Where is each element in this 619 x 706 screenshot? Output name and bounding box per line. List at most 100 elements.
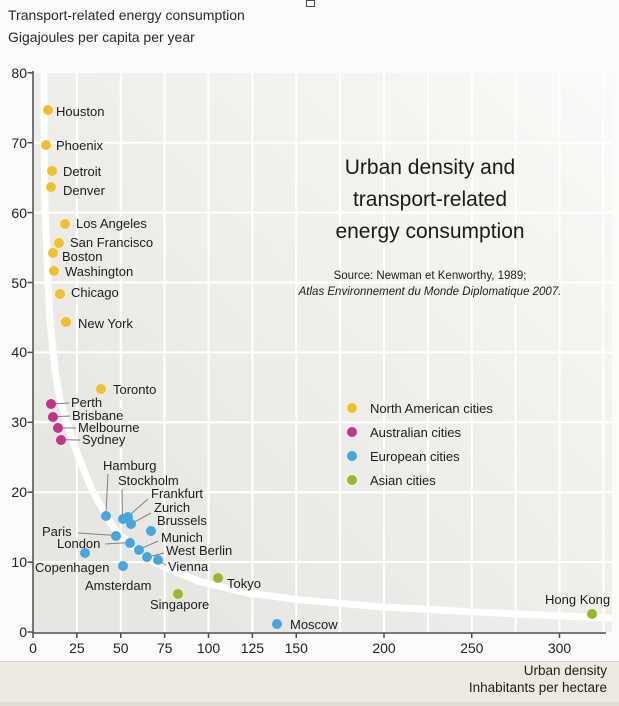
chart-title-line3: energy consumption (335, 220, 525, 243)
label-stockholm: Stockholm (118, 473, 179, 488)
label-amsterdam: Amsterdam (85, 578, 152, 593)
label-paris: Paris (42, 524, 72, 539)
leader-paris (77, 532, 117, 537)
x-axis-label-line2: Inhabitants per hectare (468, 679, 607, 695)
legend-item-north-american: North American cities (347, 396, 493, 420)
legend-dot-asian-icon (347, 475, 357, 485)
x-tick-label-0: 0 (29, 640, 37, 656)
label-new-york: New York (78, 316, 133, 331)
point-amsterdam (117, 561, 128, 572)
point-copenhagen (79, 548, 90, 558)
label-frankfurt: Frankfurt (151, 486, 204, 501)
y-tick-label-70: 70 (11, 134, 27, 151)
label-sydney: Sydney (82, 432, 126, 447)
x-tick-label-150: 150 (284, 640, 308, 656)
point-san-francisco (54, 238, 65, 249)
footer-band (0, 661, 619, 706)
caption-line1: Transport-related energy consumption (8, 7, 245, 23)
legend-dot-australian-icon (347, 427, 357, 437)
y-tick-label-20: 20 (11, 484, 27, 501)
legend-dot-european-icon (347, 451, 357, 461)
label-brisbane: Brisbane (72, 408, 124, 423)
point-vienna (152, 555, 163, 565)
point-zurich (126, 518, 137, 529)
y-tick-label-80: 80 (11, 64, 27, 81)
label-boston: Boston (62, 249, 103, 264)
label-hamburg: Hamburg (103, 458, 157, 473)
leader-stockholm (121, 488, 124, 520)
label-houston: Houston (56, 104, 105, 119)
point-washington (49, 266, 60, 277)
x-axis-label-line1: Urban density (523, 663, 607, 678)
y-tick-label-40: 40 (11, 344, 27, 361)
point-hong-kong (586, 608, 597, 619)
label-singapore: Singapore (150, 597, 210, 612)
point-melbourne (52, 422, 63, 433)
source-note: Source: Newman et Kenworthy, 1989; Atlas… (270, 268, 590, 300)
point-frankfurt (122, 511, 133, 522)
leader-hamburg (105, 473, 109, 516)
point-paris (111, 530, 122, 541)
source-line1: Source: Newman et Kenworthy, 1989; (333, 270, 527, 282)
legend-label-north-american: North American cities (370, 400, 493, 416)
label-hong-kong: Hong Kong (545, 592, 611, 607)
legend: North American cities Australian cities … (347, 396, 493, 492)
label-munich: Munich (161, 530, 203, 545)
label-los-angeles: Los Angeles (76, 216, 147, 231)
x-tick-label-200: 200 (372, 640, 396, 656)
chart-title: Urban density and transport-related ener… (305, 152, 555, 248)
source-line2: Atlas Environnement du Monde Diplomatiqu… (298, 286, 562, 298)
label-copenhagen: Copenhagen (35, 560, 110, 575)
x-tick-label-250: 250 (460, 640, 484, 656)
label-toronto: Toronto (113, 382, 157, 397)
y-tick-label-10: 10 (11, 554, 27, 571)
chart-title-line2: transport-related (352, 188, 508, 211)
point-brisbane (48, 411, 59, 422)
legend-label-asian: Asian cities (370, 472, 436, 488)
screen-artifact (306, 0, 315, 7)
y-tick-label-50: 50 (11, 274, 27, 291)
legend-item-australian: Australian cities (347, 420, 493, 444)
label-perth: Perth (71, 395, 103, 410)
label-phoenix: Phoenix (56, 138, 103, 153)
x-tick-label-75: 75 (156, 640, 173, 656)
point-sydney (56, 434, 67, 445)
point-singapore (172, 589, 183, 600)
axis-caption: Transport-related energy consumption Gig… (8, 4, 245, 48)
point-denver (45, 182, 56, 193)
label-detroit: Detroit (63, 164, 102, 179)
caption-line2: Gigajoules per capita per year (8, 29, 195, 45)
label-moscow: Moscow (290, 617, 338, 632)
point-tokyo (213, 573, 224, 584)
point-stockholm (117, 514, 128, 525)
x-tick-label-300: 300 (547, 640, 572, 656)
point-houston (42, 104, 53, 115)
point-munich (134, 544, 145, 555)
point-chicago (55, 288, 66, 299)
x-tick-label-50: 50 (112, 640, 129, 656)
label-melbourne: Melbourne (78, 420, 140, 435)
y-tick-label-30: 30 (11, 414, 27, 431)
point-detroit (47, 165, 58, 176)
point-moscow (271, 619, 282, 630)
point-hamburg (100, 510, 111, 521)
legend-item-european: European cities (347, 444, 493, 468)
point-london (125, 537, 136, 548)
x-tick-label-100: 100 (196, 640, 221, 656)
label-west-berlin: West Berlin (166, 543, 233, 558)
point-brussels (146, 526, 157, 537)
point-toronto (96, 383, 107, 394)
legend-dot-north-american-icon (347, 403, 357, 413)
y-tick-label-0: 0 (19, 624, 27, 640)
legend-item-asian: Asian cities (347, 468, 493, 492)
label-washington: Washington (65, 264, 134, 279)
chart-title-line1: Urban density and (344, 156, 516, 179)
label-chicago: Chicago (71, 285, 119, 300)
footer-edge (0, 702, 619, 706)
label-zurich: Zurich (154, 500, 191, 515)
point-perth (46, 399, 57, 410)
x-tick-label-125: 125 (240, 640, 265, 656)
point-new-york (61, 317, 72, 328)
label-vienna: Vienna (168, 559, 209, 574)
